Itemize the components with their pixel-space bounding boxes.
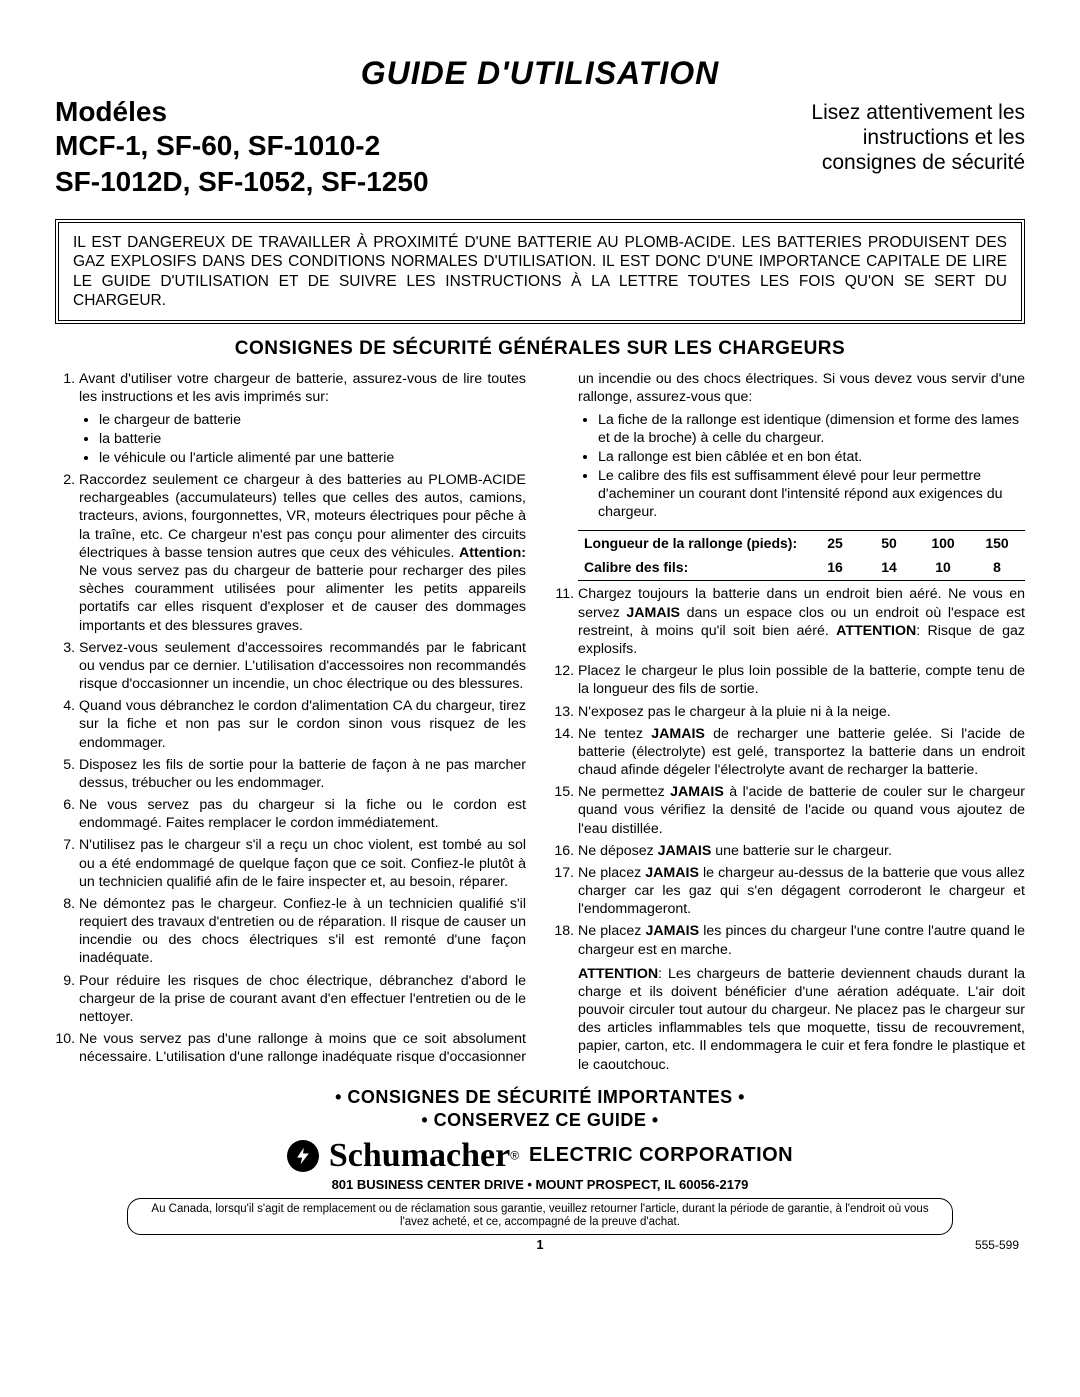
danger-warning-box: IL EST DANGEREUX DE TRAVAILLER À PROXIMI… bbox=[55, 219, 1025, 325]
header-row: Modéles MCF-1, SF-60, SF-1010-2 SF-1012D… bbox=[55, 96, 1025, 201]
table-row: Longueur de la rallonge (pieds): 25 50 1… bbox=[580, 533, 1023, 555]
item-16-b: une batterie sur le chargeur. bbox=[711, 843, 892, 859]
page-number: 1 bbox=[141, 1237, 939, 1252]
item-1: Avant d'utiliser votre chargeur de batte… bbox=[79, 370, 526, 467]
guide-title-block: GUIDE D'UTILISATION bbox=[55, 55, 1025, 92]
company-address: 801 BUSINESS CENTER DRIVE • MOUNT PROSPE… bbox=[55, 1177, 1025, 1192]
registered-mark: ® bbox=[510, 1148, 519, 1162]
item-11-attention: ATTENTION bbox=[836, 623, 916, 639]
item-2-b: Ne vous servez pas du chargeur de batter… bbox=[79, 563, 526, 634]
footer-line-1: • CONSIGNES DE SÉCURITÉ IMPORTANTES • bbox=[55, 1086, 1025, 1109]
models-line-2: SF-1012D, SF-1052, SF-1250 bbox=[55, 164, 429, 200]
item-3: Servez-vous seulement d'accessoires reco… bbox=[79, 639, 526, 694]
final-attention-label: ATTENTION bbox=[578, 966, 658, 982]
section-heading: CONSIGNES DE SÉCURITÉ GÉNÉRALES SUR LES … bbox=[55, 338, 1025, 360]
awg-8: 8 bbox=[971, 557, 1023, 579]
item-14: Ne tentez JAMAIS de recharger une batter… bbox=[578, 725, 1025, 780]
gauge-wire-label: Calibre des fils: bbox=[580, 557, 807, 579]
gauge-table-wrap: Longueur de la rallonge (pieds): 25 50 1… bbox=[578, 530, 1025, 582]
models-line-1: MCF-1, SF-60, SF-1010-2 bbox=[55, 128, 429, 164]
read-carefully-note: Lisez attentivement les instructions et … bbox=[811, 100, 1025, 176]
final-attention-para: ATTENTION: Les chargeurs de batterie dev… bbox=[578, 965, 1025, 1074]
item-16-a: Ne déposez bbox=[578, 843, 658, 859]
item-18: Ne placez JAMAIS les pinces du chargeur … bbox=[578, 922, 1025, 958]
brand-logo: Schumacher® bbox=[329, 1137, 519, 1175]
page-number-row: 1 555-599 bbox=[55, 1237, 1025, 1252]
item-15: Ne permettez JAMAIS à l'acide de batteri… bbox=[578, 783, 1025, 838]
footer-line-2: • CONSERVEZ CE GUIDE • bbox=[55, 1109, 1025, 1132]
guide-title: GUIDE D'UTILISATION bbox=[55, 55, 1025, 92]
awg-16: 16 bbox=[809, 557, 861, 579]
item-17: Ne placez JAMAIS le chargeur au-dessus d… bbox=[578, 864, 1025, 919]
len-50: 50 bbox=[863, 533, 915, 555]
item-1-intro: Avant d'utiliser votre chargeur de batte… bbox=[79, 371, 526, 405]
models-label: Modéles bbox=[55, 96, 429, 128]
item-13: N'exposez pas le chargeur à la pluie ni … bbox=[578, 703, 1025, 721]
item-2: Raccordez seulement ce chargeur à des ba… bbox=[79, 471, 526, 635]
wire-gauge-table: Longueur de la rallonge (pieds): 25 50 1… bbox=[578, 530, 1025, 582]
item-15-a: Ne permettez bbox=[578, 784, 670, 800]
note-line-2: instructions et les bbox=[811, 125, 1025, 150]
awg-14: 14 bbox=[863, 557, 915, 579]
item-1-b3: le véhicule ou l'article alimenté par un… bbox=[99, 449, 526, 467]
item-11-jamais: JAMAIS bbox=[626, 605, 680, 621]
bolt-icon bbox=[287, 1140, 319, 1172]
footer-block: • CONSIGNES DE SÉCURITÉ IMPORTANTES • • … bbox=[55, 1086, 1025, 1252]
len-100: 100 bbox=[917, 533, 969, 555]
table-row: Calibre des fils: 16 14 10 8 bbox=[580, 557, 1023, 579]
item-2-attention: Attention: bbox=[459, 545, 526, 561]
item-1-b2: la batterie bbox=[99, 430, 526, 448]
item-1-b1: le chargeur de batterie bbox=[99, 411, 526, 429]
item-7: N'utilisez pas le chargeur s'il a reçu u… bbox=[79, 836, 526, 891]
item-18-a: Ne placez bbox=[578, 923, 645, 939]
canada-warranty-box: Au Canada, lorsqu'il s'agit de remplacem… bbox=[127, 1198, 952, 1236]
len-25: 25 bbox=[809, 533, 861, 555]
brand-after-text: ELECTRIC CORPORATION bbox=[529, 1144, 793, 1167]
doc-code: 555-599 bbox=[939, 1238, 1019, 1252]
models-block: Modéles MCF-1, SF-60, SF-1010-2 SF-1012D… bbox=[55, 96, 429, 201]
brand-line: Schumacher® ELECTRIC CORPORATION bbox=[55, 1137, 1025, 1175]
gauge-length-label: Longueur de la rallonge (pieds): bbox=[580, 533, 807, 555]
danger-warning-text: IL EST DANGEREUX DE TRAVAILLER À PROXIMI… bbox=[73, 233, 1007, 311]
item-14-jamais: JAMAIS bbox=[651, 726, 705, 742]
item-10-b3: Le calibre des fils est suffisamment éle… bbox=[598, 467, 1025, 522]
note-line-3: consignes de sécurité bbox=[811, 150, 1025, 175]
item-16-jamais: JAMAIS bbox=[658, 843, 712, 859]
safety-instructions-columns: Avant d'utiliser votre chargeur de batte… bbox=[55, 370, 1025, 1073]
item-6: Ne vous servez pas du chargeur si la fic… bbox=[79, 796, 526, 832]
item-8: Ne démontez pas le chargeur. Confiez-le … bbox=[79, 895, 526, 968]
len-150: 150 bbox=[971, 533, 1023, 555]
item-14-a: Ne tentez bbox=[578, 726, 651, 742]
item-12: Placez le chargeur le plus loin possible… bbox=[578, 662, 1025, 698]
brand-script-text: Schumacher bbox=[329, 1137, 510, 1174]
awg-10: 10 bbox=[917, 557, 969, 579]
item-10-bullets: La fiche de la rallonge est identique (d… bbox=[578, 411, 1025, 522]
item-9: Pour réduire les risques de choc électri… bbox=[79, 972, 526, 1027]
item-10-b1: La fiche de la rallonge est identique (d… bbox=[598, 411, 1025, 447]
item-17-a: Ne placez bbox=[578, 865, 645, 881]
item-17-jamais: JAMAIS bbox=[645, 865, 699, 881]
item-4: Quand vous débranchez le cordon d'alimen… bbox=[79, 697, 526, 752]
item-18-jamais: JAMAIS bbox=[645, 923, 699, 939]
page: GUIDE D'UTILISATION Modéles MCF-1, SF-60… bbox=[0, 0, 1080, 1397]
item-10-b2: La rallonge est bien câblée et en bon ét… bbox=[598, 448, 1025, 466]
item-1-bullets: le chargeur de batterie la batterie le v… bbox=[79, 411, 526, 468]
item-15-jamais: JAMAIS bbox=[670, 784, 724, 800]
item-16: Ne déposez JAMAIS une batterie sur le ch… bbox=[578, 842, 1025, 860]
item-11: Chargez toujours la batterie dans un end… bbox=[578, 585, 1025, 658]
item-5: Disposez les fils de sortie pour la batt… bbox=[79, 756, 526, 792]
note-line-1: Lisez attentivement les bbox=[811, 100, 1025, 125]
